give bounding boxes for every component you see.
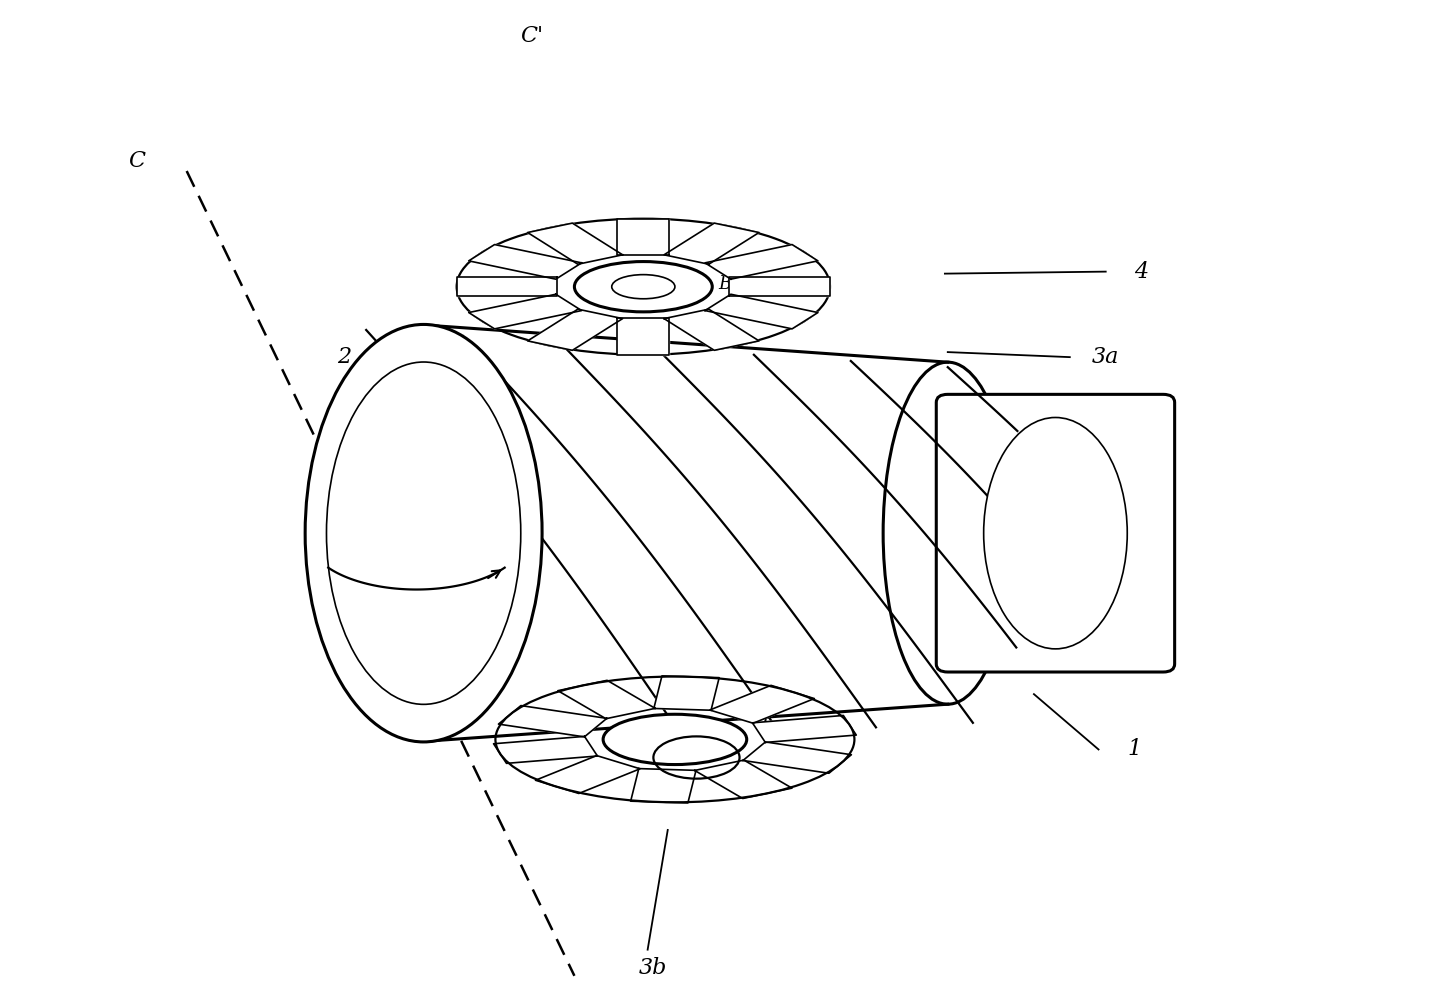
Text: C: C: [128, 150, 145, 172]
Text: 3b: 3b: [639, 957, 668, 979]
Ellipse shape: [612, 275, 675, 299]
Polygon shape: [742, 742, 852, 774]
Polygon shape: [705, 244, 819, 280]
Text: 1: 1: [1127, 738, 1142, 761]
Polygon shape: [468, 244, 582, 280]
Text: B: B: [754, 710, 768, 728]
Text: 2: 2: [337, 346, 352, 368]
Text: 3a: 3a: [1091, 346, 1120, 368]
Polygon shape: [695, 761, 793, 799]
Polygon shape: [617, 218, 669, 256]
Polygon shape: [709, 685, 814, 723]
Polygon shape: [705, 294, 819, 329]
Polygon shape: [752, 715, 856, 742]
Polygon shape: [527, 309, 623, 350]
Polygon shape: [729, 278, 830, 296]
Polygon shape: [536, 756, 640, 794]
Text: A: A: [366, 454, 381, 472]
Text: 4: 4: [1134, 261, 1149, 283]
Polygon shape: [468, 294, 582, 329]
FancyBboxPatch shape: [936, 394, 1175, 672]
Ellipse shape: [304, 325, 543, 742]
Text: C': C': [520, 25, 543, 47]
Polygon shape: [630, 769, 696, 803]
Polygon shape: [663, 223, 760, 265]
Polygon shape: [494, 736, 597, 764]
Ellipse shape: [883, 362, 1012, 704]
Polygon shape: [498, 705, 607, 736]
Polygon shape: [557, 680, 655, 718]
Ellipse shape: [574, 262, 712, 312]
Polygon shape: [527, 223, 623, 265]
Polygon shape: [663, 309, 760, 350]
Text: B: B: [718, 275, 732, 293]
Polygon shape: [617, 318, 669, 355]
Ellipse shape: [603, 714, 747, 765]
Polygon shape: [653, 676, 719, 710]
Polygon shape: [457, 278, 557, 296]
Ellipse shape: [984, 417, 1127, 649]
